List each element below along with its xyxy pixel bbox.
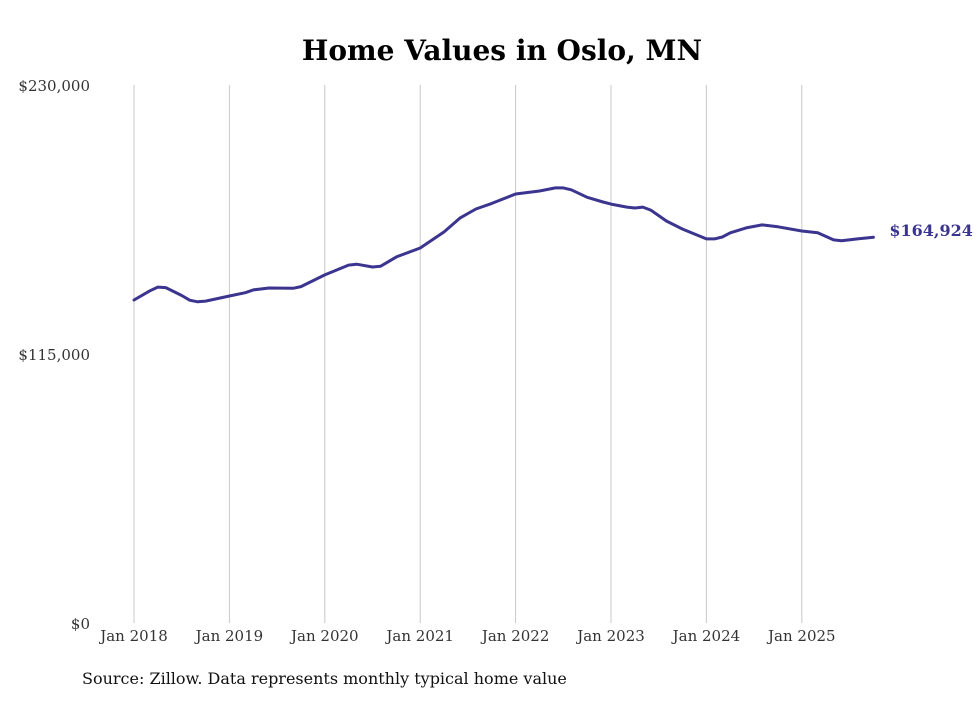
x-tick-label: Jan 2024 — [671, 627, 741, 645]
y-axis: $0 $115,000 $230,000 — [18, 77, 90, 633]
x-tick-label: Jan 2022 — [480, 627, 550, 645]
grid-lines — [133, 85, 803, 623]
x-tick-label: Jan 2023 — [575, 627, 645, 645]
end-value-label: $164,924 — [889, 221, 973, 240]
y-tick-label: $230,000 — [18, 77, 90, 95]
y-tick-label: $115,000 — [18, 346, 90, 364]
x-tick-label: Jan 2019 — [194, 627, 264, 645]
x-axis: Jan 2018 Jan 2019 Jan 2020 Jan 2021 Jan 2022… — [98, 627, 835, 645]
x-tick-label: Jan 2021 — [384, 627, 454, 645]
x-tick-label: Jan 2020 — [289, 627, 359, 645]
chart-title: Home Values in Oslo, MN — [302, 34, 702, 67]
x-tick-label: Jan 2018 — [98, 627, 168, 645]
series-line — [132, 186, 875, 304]
x-tick-label: Jan 2025 — [766, 627, 836, 645]
y-tick-label: $0 — [71, 615, 90, 633]
source-note: Source: Zillow. Data represents monthly … — [82, 669, 567, 688]
